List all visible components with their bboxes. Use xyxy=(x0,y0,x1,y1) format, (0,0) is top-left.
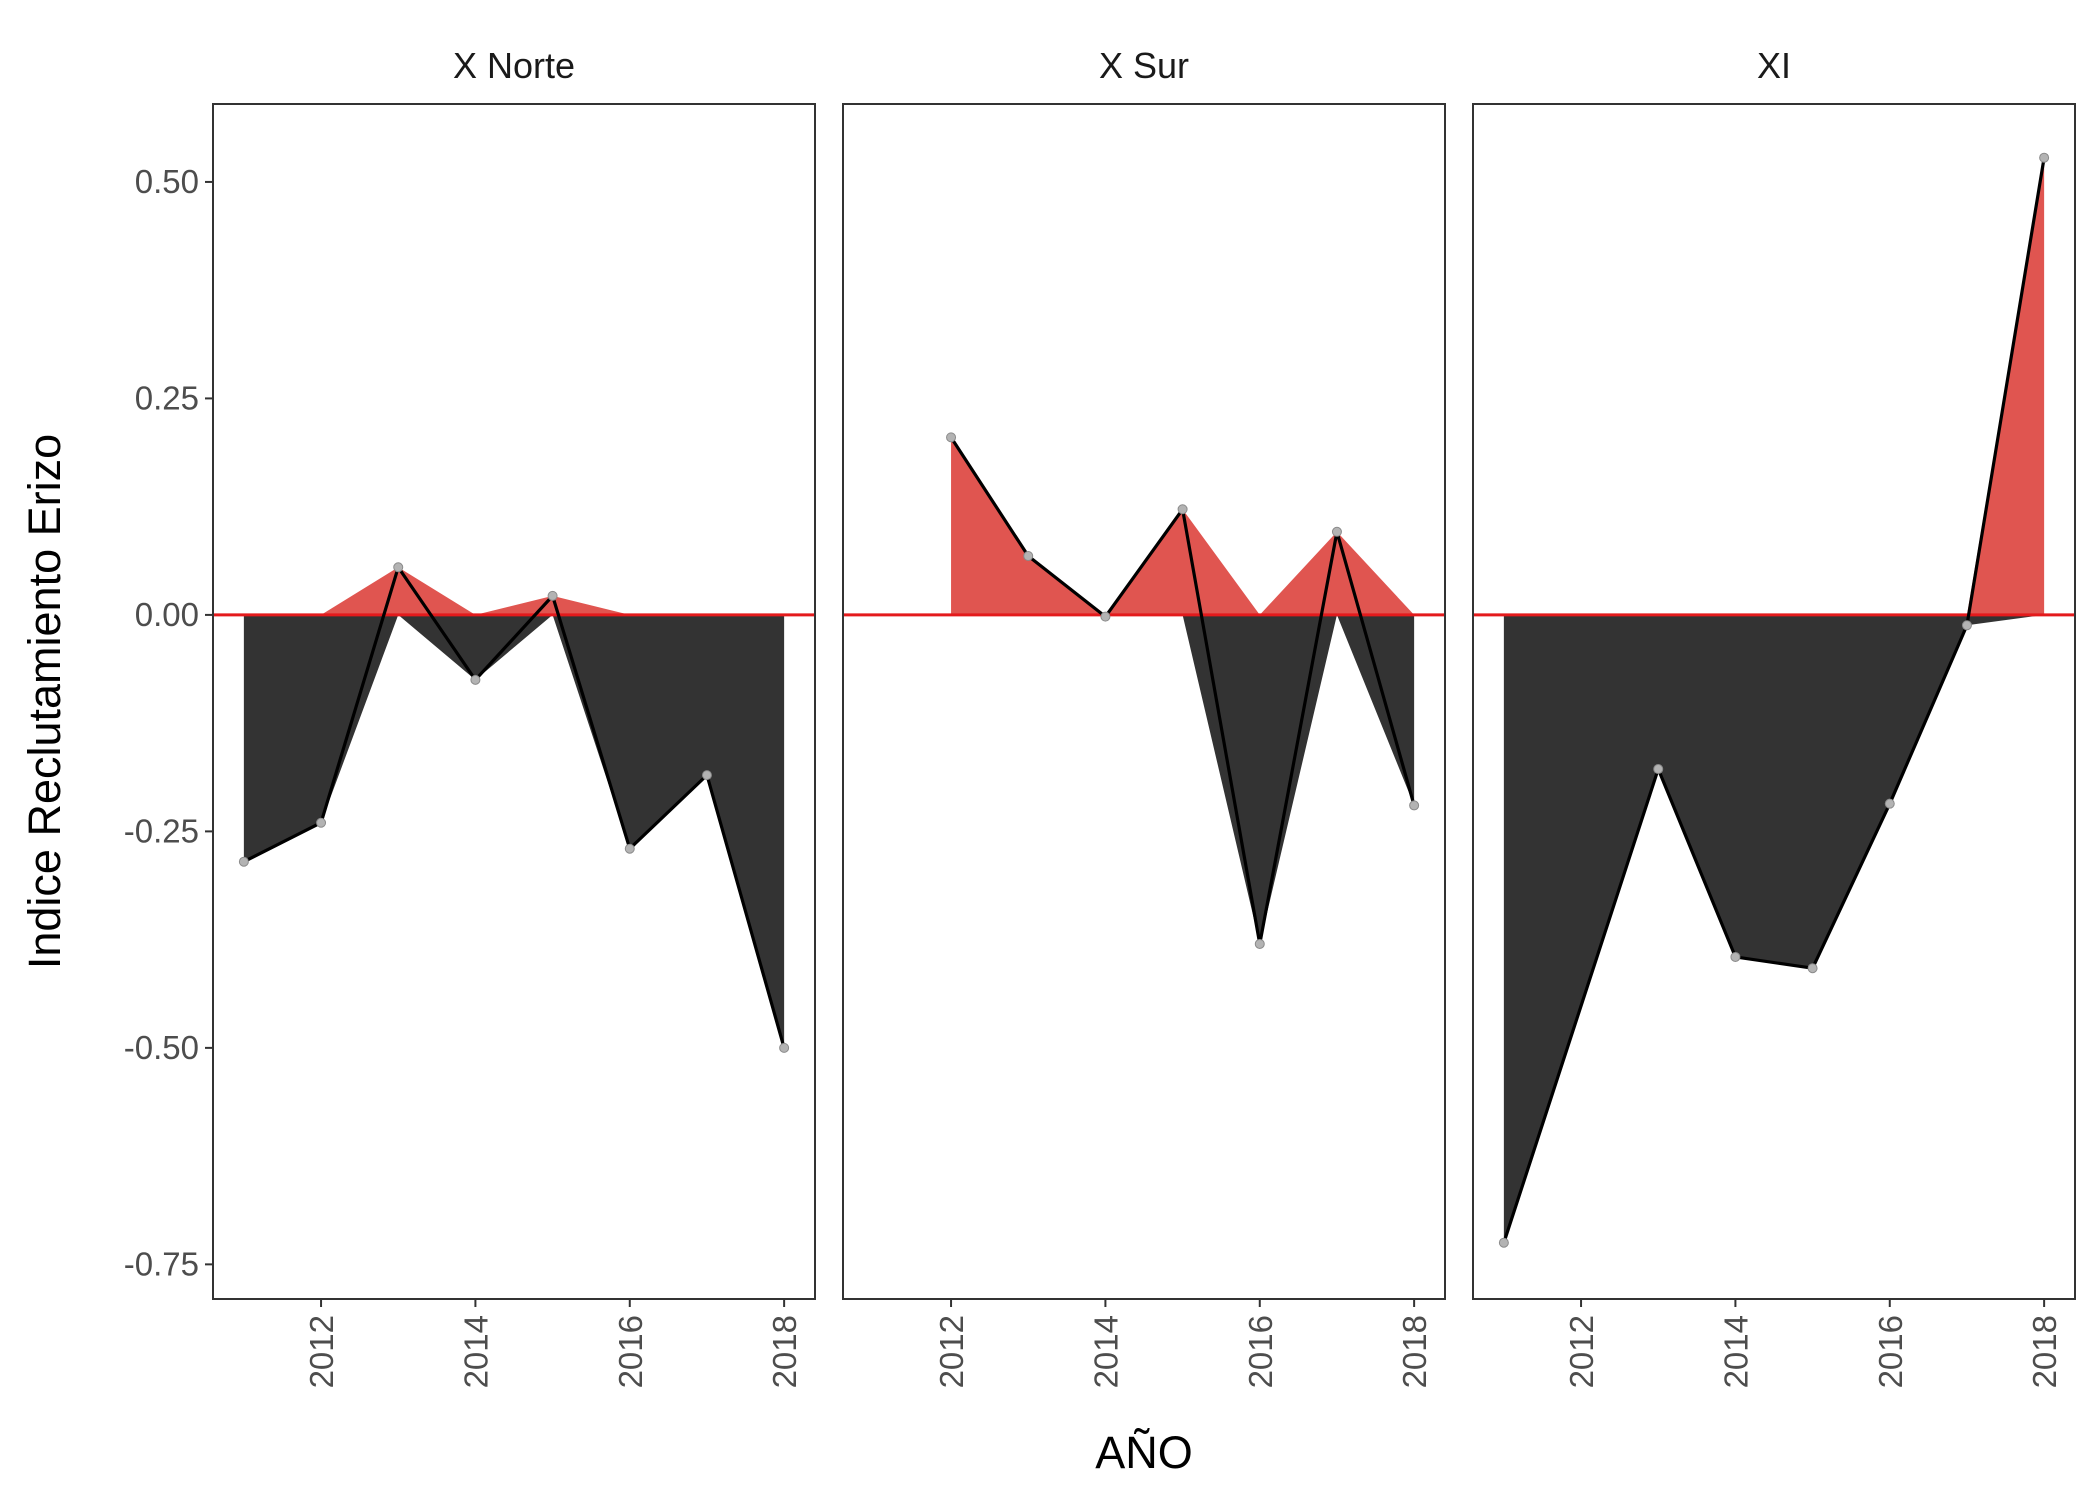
panel-border xyxy=(842,103,1446,1300)
x-axis-title: AÑO xyxy=(1095,1427,1193,1478)
y-tick-label: -0.75 xyxy=(124,1245,199,1282)
x-tick-label: 2012 xyxy=(1563,1315,1600,1388)
negative-area xyxy=(243,614,785,1048)
x-tick-label: 2012 xyxy=(933,1315,970,1388)
data-point xyxy=(470,674,481,685)
panel-border xyxy=(212,103,816,1300)
x-tick-label: 2012 xyxy=(303,1315,340,1388)
data-point xyxy=(1254,938,1265,949)
y-tick-label: -0.25 xyxy=(124,812,199,849)
positive-area xyxy=(1503,157,2045,615)
y-tick-label: 0.00 xyxy=(135,596,199,633)
x-tick-label: 2014 xyxy=(1717,1315,1754,1388)
panel-border xyxy=(1472,103,2076,1300)
data-point xyxy=(1177,504,1188,515)
y-tick-label: -0.50 xyxy=(124,1029,199,1066)
panel-title: XI xyxy=(1757,45,1791,86)
panel-1: X Sur 2012 2014 2016 2018 xyxy=(842,45,1446,1388)
y-tick-label: 0.50 xyxy=(135,163,199,200)
panel-2: XI 2012 2014 2016 2018 xyxy=(1472,45,2076,1388)
x-tick-label: 2014 xyxy=(1087,1315,1124,1388)
data-point xyxy=(701,770,712,781)
y-tick-label: 0.25 xyxy=(135,379,199,416)
data-point xyxy=(2039,152,2050,163)
x-tick-label: 2016 xyxy=(1242,1315,1279,1388)
data-point xyxy=(1807,963,1818,974)
panel-title: X Norte xyxy=(453,45,575,86)
data-point xyxy=(238,856,249,867)
data-point xyxy=(1100,611,1111,622)
data-point xyxy=(1730,951,1741,962)
data-point xyxy=(1884,798,1895,809)
panel-0: X Norte 2012 2014 2016 2018 xyxy=(212,45,816,1388)
data-point xyxy=(1961,620,1972,631)
data-point xyxy=(1498,1237,1509,1248)
x-tick-label: 2014 xyxy=(457,1315,494,1388)
data-point xyxy=(946,432,957,443)
data-point xyxy=(1023,551,1034,562)
x-tick-label: 2018 xyxy=(2026,1315,2063,1388)
data-point xyxy=(1409,800,1420,811)
data-point xyxy=(1653,764,1664,775)
data-point xyxy=(547,590,558,601)
data-point xyxy=(393,562,404,573)
data-point xyxy=(779,1042,790,1053)
panel-title: X Sur xyxy=(1099,45,1189,86)
series-line xyxy=(243,565,786,1049)
negative-area xyxy=(951,614,1415,944)
y-axis-title: Indice Reclutamiento Erizo xyxy=(19,434,70,969)
negative-area xyxy=(1503,614,2045,1243)
positive-area xyxy=(951,437,1415,615)
positive-area xyxy=(243,567,785,615)
data-point xyxy=(624,843,635,854)
data-point xyxy=(1331,526,1342,537)
x-tick-label: 2016 xyxy=(612,1315,649,1388)
data-point xyxy=(316,817,327,828)
x-tick-label: 2018 xyxy=(766,1315,803,1388)
x-tick-label: 2018 xyxy=(1396,1315,1433,1388)
x-tick-label: 2016 xyxy=(1872,1315,1909,1388)
